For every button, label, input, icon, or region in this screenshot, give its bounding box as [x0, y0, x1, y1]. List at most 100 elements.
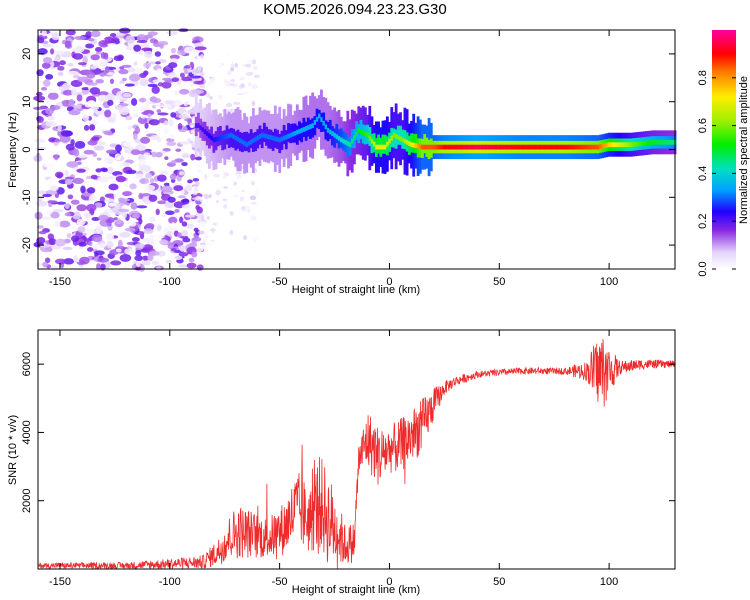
noise-blob [178, 88, 190, 95]
noise-blob [77, 76, 89, 83]
noise-blob [254, 192, 261, 197]
ridge-core [498, 144, 501, 150]
ridge-core [399, 136, 402, 142]
noise-blob [67, 194, 74, 200]
x-tick-label: -100 [159, 276, 181, 288]
noise-blob [198, 221, 206, 228]
noise-blob [134, 243, 145, 249]
ridge-core [337, 135, 341, 141]
ridge-core [403, 138, 407, 144]
ridge-core [394, 133, 398, 139]
noise-blob [215, 199, 220, 204]
noise-blob [155, 61, 161, 65]
ridge-core [217, 136, 220, 142]
noise-blob [163, 33, 171, 38]
ridge-core [333, 132, 336, 138]
noise-blob [149, 234, 155, 242]
noise-blob [119, 27, 131, 34]
noise-blob [132, 213, 140, 219]
noise-blob [168, 118, 174, 127]
noise-blob [232, 74, 239, 78]
noise-blob [164, 104, 172, 109]
noise-blob [163, 132, 171, 138]
noise-blob [179, 72, 185, 78]
noise-blob [114, 153, 122, 161]
ridge-core [535, 144, 538, 150]
noise-blob [96, 157, 102, 161]
noise-blob [65, 143, 75, 151]
noise-blob [157, 250, 166, 257]
ridge-core [372, 141, 376, 147]
noise-blob [95, 168, 103, 173]
noise-blob [57, 124, 62, 132]
ridge-core [361, 130, 365, 136]
ridge-core [263, 133, 266, 139]
noise-blob [203, 193, 209, 199]
ridge-core [298, 128, 301, 134]
ridge-core [608, 142, 611, 148]
ridge-core [368, 135, 371, 141]
ridge-core [658, 139, 661, 145]
ridge-core [340, 137, 343, 143]
noise-blob [129, 221, 137, 227]
ridge-core [594, 144, 598, 150]
ridge-core [386, 141, 389, 147]
noise-blob [50, 211, 60, 219]
ridge-core [214, 136, 218, 142]
noise-blob [104, 109, 112, 118]
ridge-core [414, 143, 418, 149]
noise-blob [89, 124, 96, 131]
noise-blob [95, 78, 104, 84]
noise-blob [36, 91, 43, 97]
ridge-core [388, 138, 391, 144]
ridge-core [364, 131, 367, 137]
noise-blob [204, 226, 209, 232]
colorbar-tick-label: 0.4 [697, 166, 709, 181]
colorbar-ticks: 0.0 0.2 0.4 0.6 0.8 [697, 70, 736, 277]
noise-blob [135, 261, 141, 268]
noise-blob [45, 121, 57, 127]
noise-blob [95, 225, 103, 234]
ridge-core [405, 139, 409, 145]
noise-blob [144, 122, 149, 129]
noise-blob [172, 101, 183, 107]
x-tick-label: 50 [493, 576, 505, 588]
noise-blob [78, 62, 87, 66]
noise-blob [57, 72, 64, 76]
noise-blob [151, 97, 162, 104]
noise-blob [157, 200, 166, 205]
noise-blob [122, 191, 132, 197]
noise-blob [49, 48, 55, 55]
ridge-core [634, 141, 637, 147]
x-tick-label: 100 [600, 576, 618, 588]
ridge-band [346, 137, 350, 157]
noise-blob [193, 227, 199, 232]
noise-blob [97, 257, 110, 263]
noise-blob [65, 29, 76, 36]
noise-blob [197, 230, 205, 235]
colorbar-tick-label: 0.0 [697, 261, 709, 276]
noise-blob [187, 179, 193, 184]
noise-blob [155, 151, 163, 158]
noise-blob [121, 262, 129, 269]
noise-blob [125, 115, 133, 121]
noise-blob [33, 95, 46, 102]
ridge-band [394, 129, 398, 149]
y-tick-label: -10 [21, 189, 33, 205]
ridge-core [526, 144, 530, 150]
noise-blob [193, 187, 199, 194]
spectrogram-ridge [194, 89, 677, 177]
noise-blob [170, 247, 177, 252]
noise-blob [127, 125, 133, 131]
ridge-core [223, 134, 227, 140]
noise-blob [109, 78, 115, 85]
noise-blob [37, 37, 45, 44]
noise-blob [76, 94, 83, 102]
ridge-core [449, 144, 453, 150]
noise-blob [64, 169, 69, 176]
colorbar-tick-label: 0.6 [697, 118, 709, 133]
noise-blob [200, 53, 204, 60]
ridge-core [309, 124, 312, 129]
noise-blob [139, 78, 149, 87]
ridge-core [443, 144, 446, 150]
